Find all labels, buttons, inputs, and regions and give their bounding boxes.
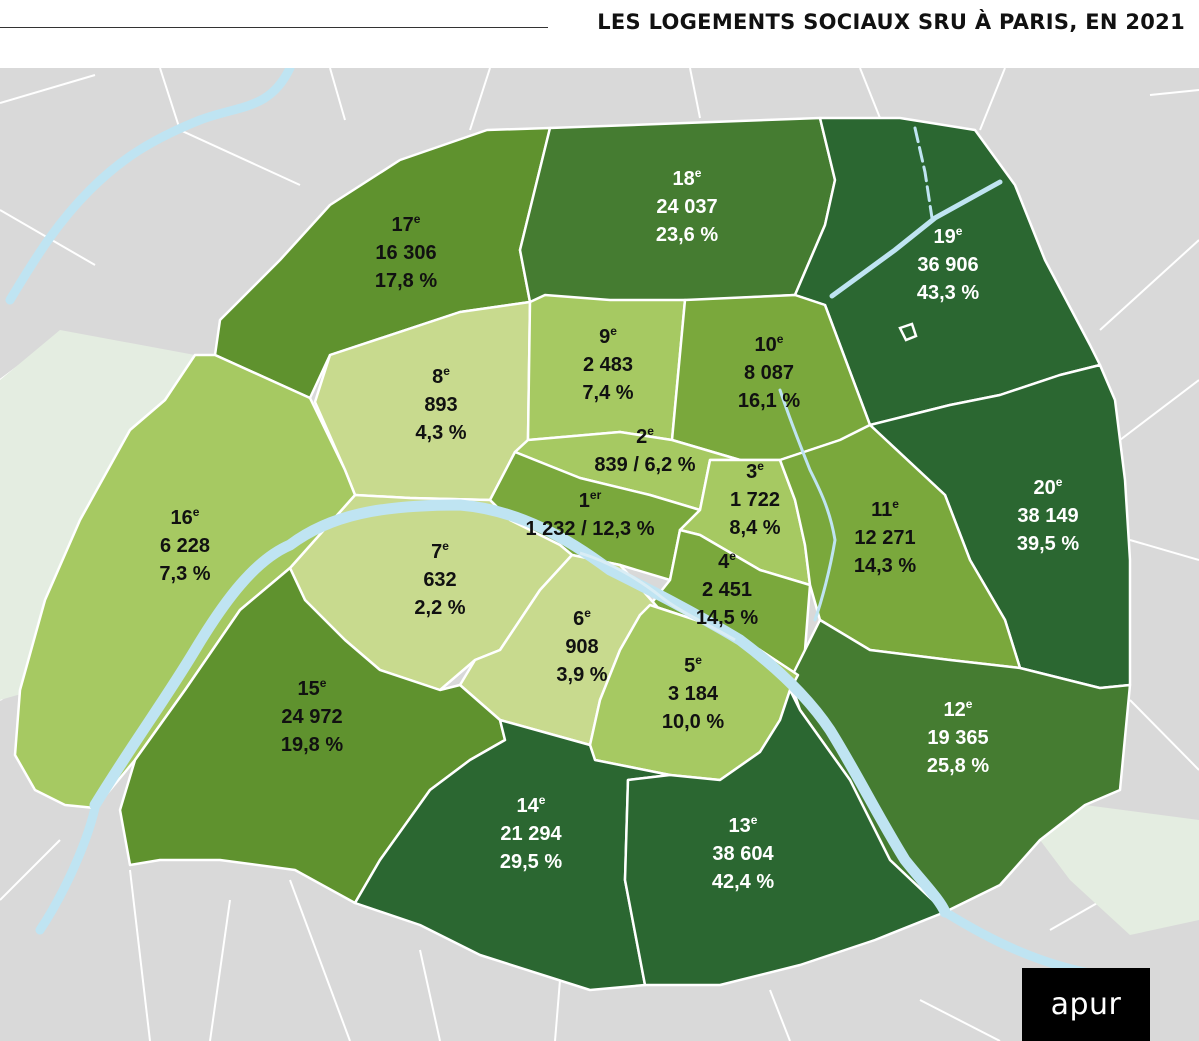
canals [778, 126, 1003, 622]
arr-2-count-pct: 839 / 6,2 % [594, 454, 695, 476]
arr-13-pct: 42,4 % [712, 871, 774, 893]
arr-8-count: 893 [424, 394, 457, 416]
arr-6-number: 6e [573, 606, 591, 630]
arr-10-count: 8 087 [744, 362, 794, 384]
arr-14-pct: 29,5 % [500, 851, 562, 873]
arr-7-pct: 2,2 % [414, 597, 465, 619]
labels: 1er 1 232 / 12,3 % 2e 839 / 6,2 % 3e 1 722 8,4… [159, 166, 1079, 893]
arr-6-count: 908 [565, 636, 598, 658]
arr-17-number: 17e [392, 212, 421, 236]
arr-14-count: 21 294 [500, 823, 562, 845]
arr-2-number: 2e [636, 424, 654, 448]
arr-19-count: 36 906 [917, 254, 978, 276]
seine-river [89, 499, 951, 918]
arr-19-pct: 43,3 % [917, 282, 979, 304]
arr-14-number: 14e [517, 793, 546, 817]
apur-logo: apur [1022, 968, 1150, 1041]
bois-de-vincennes [1040, 805, 1199, 935]
arr-5-number: 5e [684, 653, 702, 677]
arr-19-number: 19e [934, 224, 963, 248]
arr-11-count: 12 271 [854, 527, 915, 549]
lake-icon [898, 322, 918, 342]
arr-4-pct: 14,5 % [696, 607, 758, 629]
arr-10-number: 10e [755, 332, 784, 356]
arr-12-count: 19 365 [927, 727, 988, 749]
arr-16-pct: 7,3 % [159, 563, 210, 585]
header: LES LOGEMENTS SOCIAUX SRU À PARIS, EN 20… [0, 0, 1199, 62]
arr-9-pct: 7,4 % [582, 382, 633, 404]
arr-3-count: 1 722 [730, 489, 780, 511]
arr-10-pct: 16,1 % [738, 390, 800, 412]
arr-16-count: 6 228 [160, 535, 210, 557]
arr-18-number: 18e [673, 166, 702, 190]
arr-14 [353, 718, 672, 992]
arr-15-count: 24 972 [281, 706, 342, 728]
arr-3-pct: 8,4 % [729, 517, 780, 539]
arr-11-number: 11e [871, 497, 899, 521]
arr-12 [788, 618, 1132, 914]
arr-8-pct: 4,3 % [415, 422, 466, 444]
arr-5-pct: 10,0 % [662, 711, 724, 733]
arr-1-number: 1er [579, 488, 602, 512]
arr-9-count: 2 483 [583, 354, 633, 376]
arr-7-count: 632 [423, 569, 456, 591]
arr-20-pct: 39,5 % [1017, 533, 1079, 555]
arr-8-number: 8e [432, 364, 450, 388]
arr-3-number: 3e [746, 459, 764, 483]
arr-5-count: 3 184 [668, 683, 719, 705]
arr-20-count: 38 149 [1017, 505, 1078, 527]
arr-11-pct: 14,3 % [854, 555, 916, 577]
arr-4-count: 2 451 [702, 579, 752, 601]
arr-13-count: 38 604 [712, 843, 774, 865]
arr-17-pct: 17,8 % [375, 270, 437, 292]
arr-12-number: 12e [944, 697, 973, 721]
arr-7-number: 7e [431, 539, 449, 563]
arr-16-number: 16e [171, 505, 200, 529]
arr-6-pct: 3,9 % [556, 664, 607, 686]
arr-13-number: 13e [729, 813, 758, 837]
arr-18-count: 24 037 [656, 196, 717, 218]
arr-9-number: 9e [599, 324, 617, 348]
arr-17-count: 16 306 [375, 242, 436, 264]
arr-12-pct: 25,8 % [927, 755, 989, 777]
map-title: LES LOGEMENTS SOCIAUX SRU À PARIS, EN 20… [597, 10, 1185, 34]
arrondissements [13, 116, 1132, 992]
header-rule [0, 27, 548, 28]
arr-1-count-pct: 1 232 / 12,3 % [526, 518, 655, 540]
arr-13 [623, 688, 947, 987]
paris-map: 1er 1 232 / 12,3 % 2e 839 / 6,2 % 3e 1 722 8,4… [0, 68, 1199, 1041]
arr-15-pct: 19,8 % [281, 734, 343, 756]
arr-15-number: 15e [298, 676, 327, 700]
arr-20-number: 20e [1034, 475, 1063, 499]
arr-4-number: 4e [718, 549, 736, 573]
arr-18-pct: 23,6 % [656, 224, 718, 246]
seine-islands [579, 551, 736, 642]
